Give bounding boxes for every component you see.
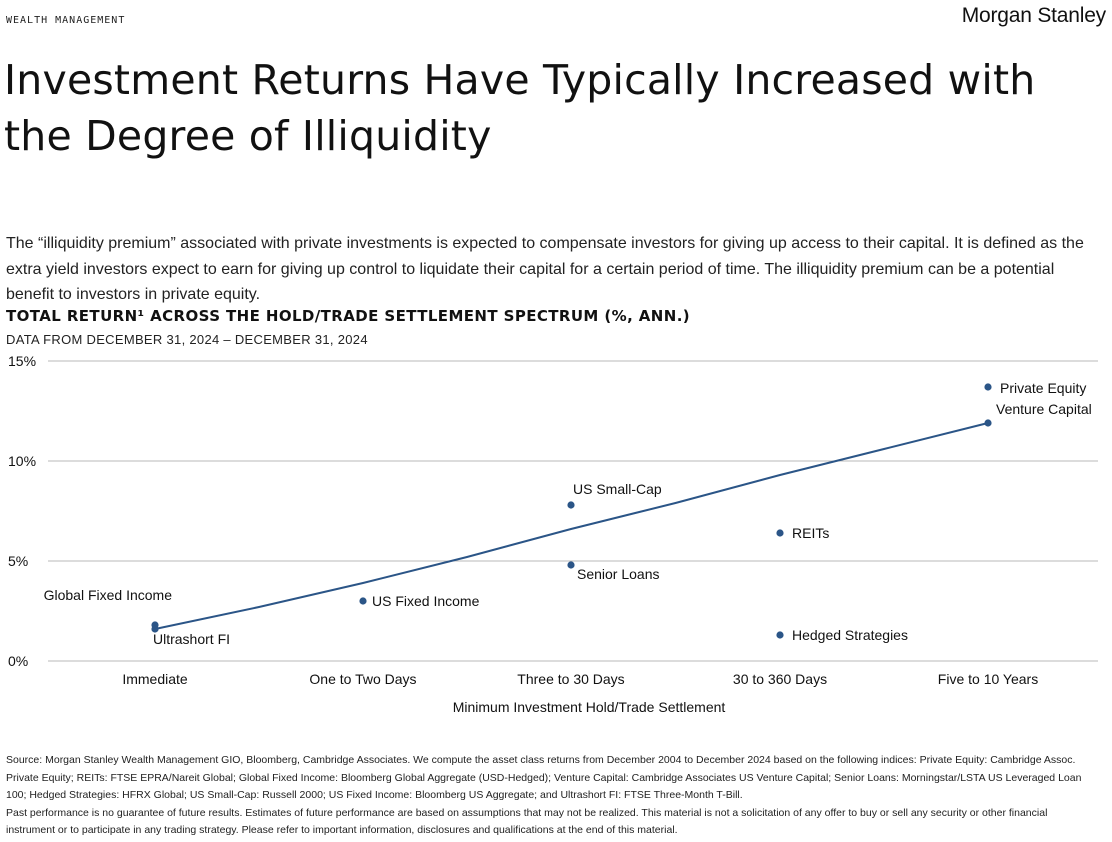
data-label: REITs xyxy=(792,525,829,541)
x-tick-label: Five to 10 Years xyxy=(938,671,1038,687)
footnote-source: Source: Morgan Stanley Wealth Management… xyxy=(6,754,1082,801)
data-label: Venture Capital xyxy=(996,401,1092,417)
data-point xyxy=(776,529,784,537)
brand-logo: Morgan Stanley xyxy=(961,4,1106,27)
chart-subtitle: DATA FROM DECEMBER 31, 2024 – DECEMBER 3… xyxy=(6,332,368,347)
data-point xyxy=(776,631,784,639)
x-tick-label: Three to 30 Days xyxy=(517,671,624,687)
data-point xyxy=(359,597,367,605)
data-point xyxy=(984,419,992,427)
y-tick-label: 15% xyxy=(8,353,36,369)
data-label: Hedged Strategies xyxy=(792,627,908,643)
data-point xyxy=(984,383,992,391)
intro-paragraph: The “illiquidity premium” associated wit… xyxy=(6,235,1084,303)
y-tick-label: 0% xyxy=(8,653,28,669)
trend-line xyxy=(154,422,989,630)
x-tick-label: One to Two Days xyxy=(309,671,416,687)
data-point xyxy=(151,625,159,633)
data-label: Senior Loans xyxy=(577,566,660,582)
data-label: Ultrashort FI xyxy=(153,631,230,647)
data-point xyxy=(567,561,575,569)
page-title: Investment Returns Have Typically Increa… xyxy=(4,56,1036,160)
x-tick-label: Immediate xyxy=(122,671,188,687)
x-tick-label: 30 to 360 Days xyxy=(733,671,827,687)
data-label: US Small-Cap xyxy=(573,481,662,497)
x-axis-label: Minimum Investment Hold/Trade Settlement xyxy=(453,699,726,715)
chart-title: TOTAL RETURN¹ ACROSS THE HOLD/TRADE SETT… xyxy=(6,307,691,325)
footnote: Source: Morgan Stanley Wealth Management… xyxy=(6,752,1096,840)
scatter-chart: 0% 5% 10% 15% Immediate One to Two Days Three … xyxy=(8,353,1098,715)
section-label: WEALTH MANAGEMENT xyxy=(6,15,126,26)
data-label: Private Equity xyxy=(1000,380,1086,396)
data-point xyxy=(567,501,575,509)
data-label: Global Fixed Income xyxy=(44,587,173,603)
data-label: US Fixed Income xyxy=(372,593,480,609)
y-tick-label: 10% xyxy=(8,453,36,469)
footnote-disclaimer: Past performance is no guarantee of futu… xyxy=(6,806,1048,837)
y-tick-label: 5% xyxy=(8,553,28,569)
